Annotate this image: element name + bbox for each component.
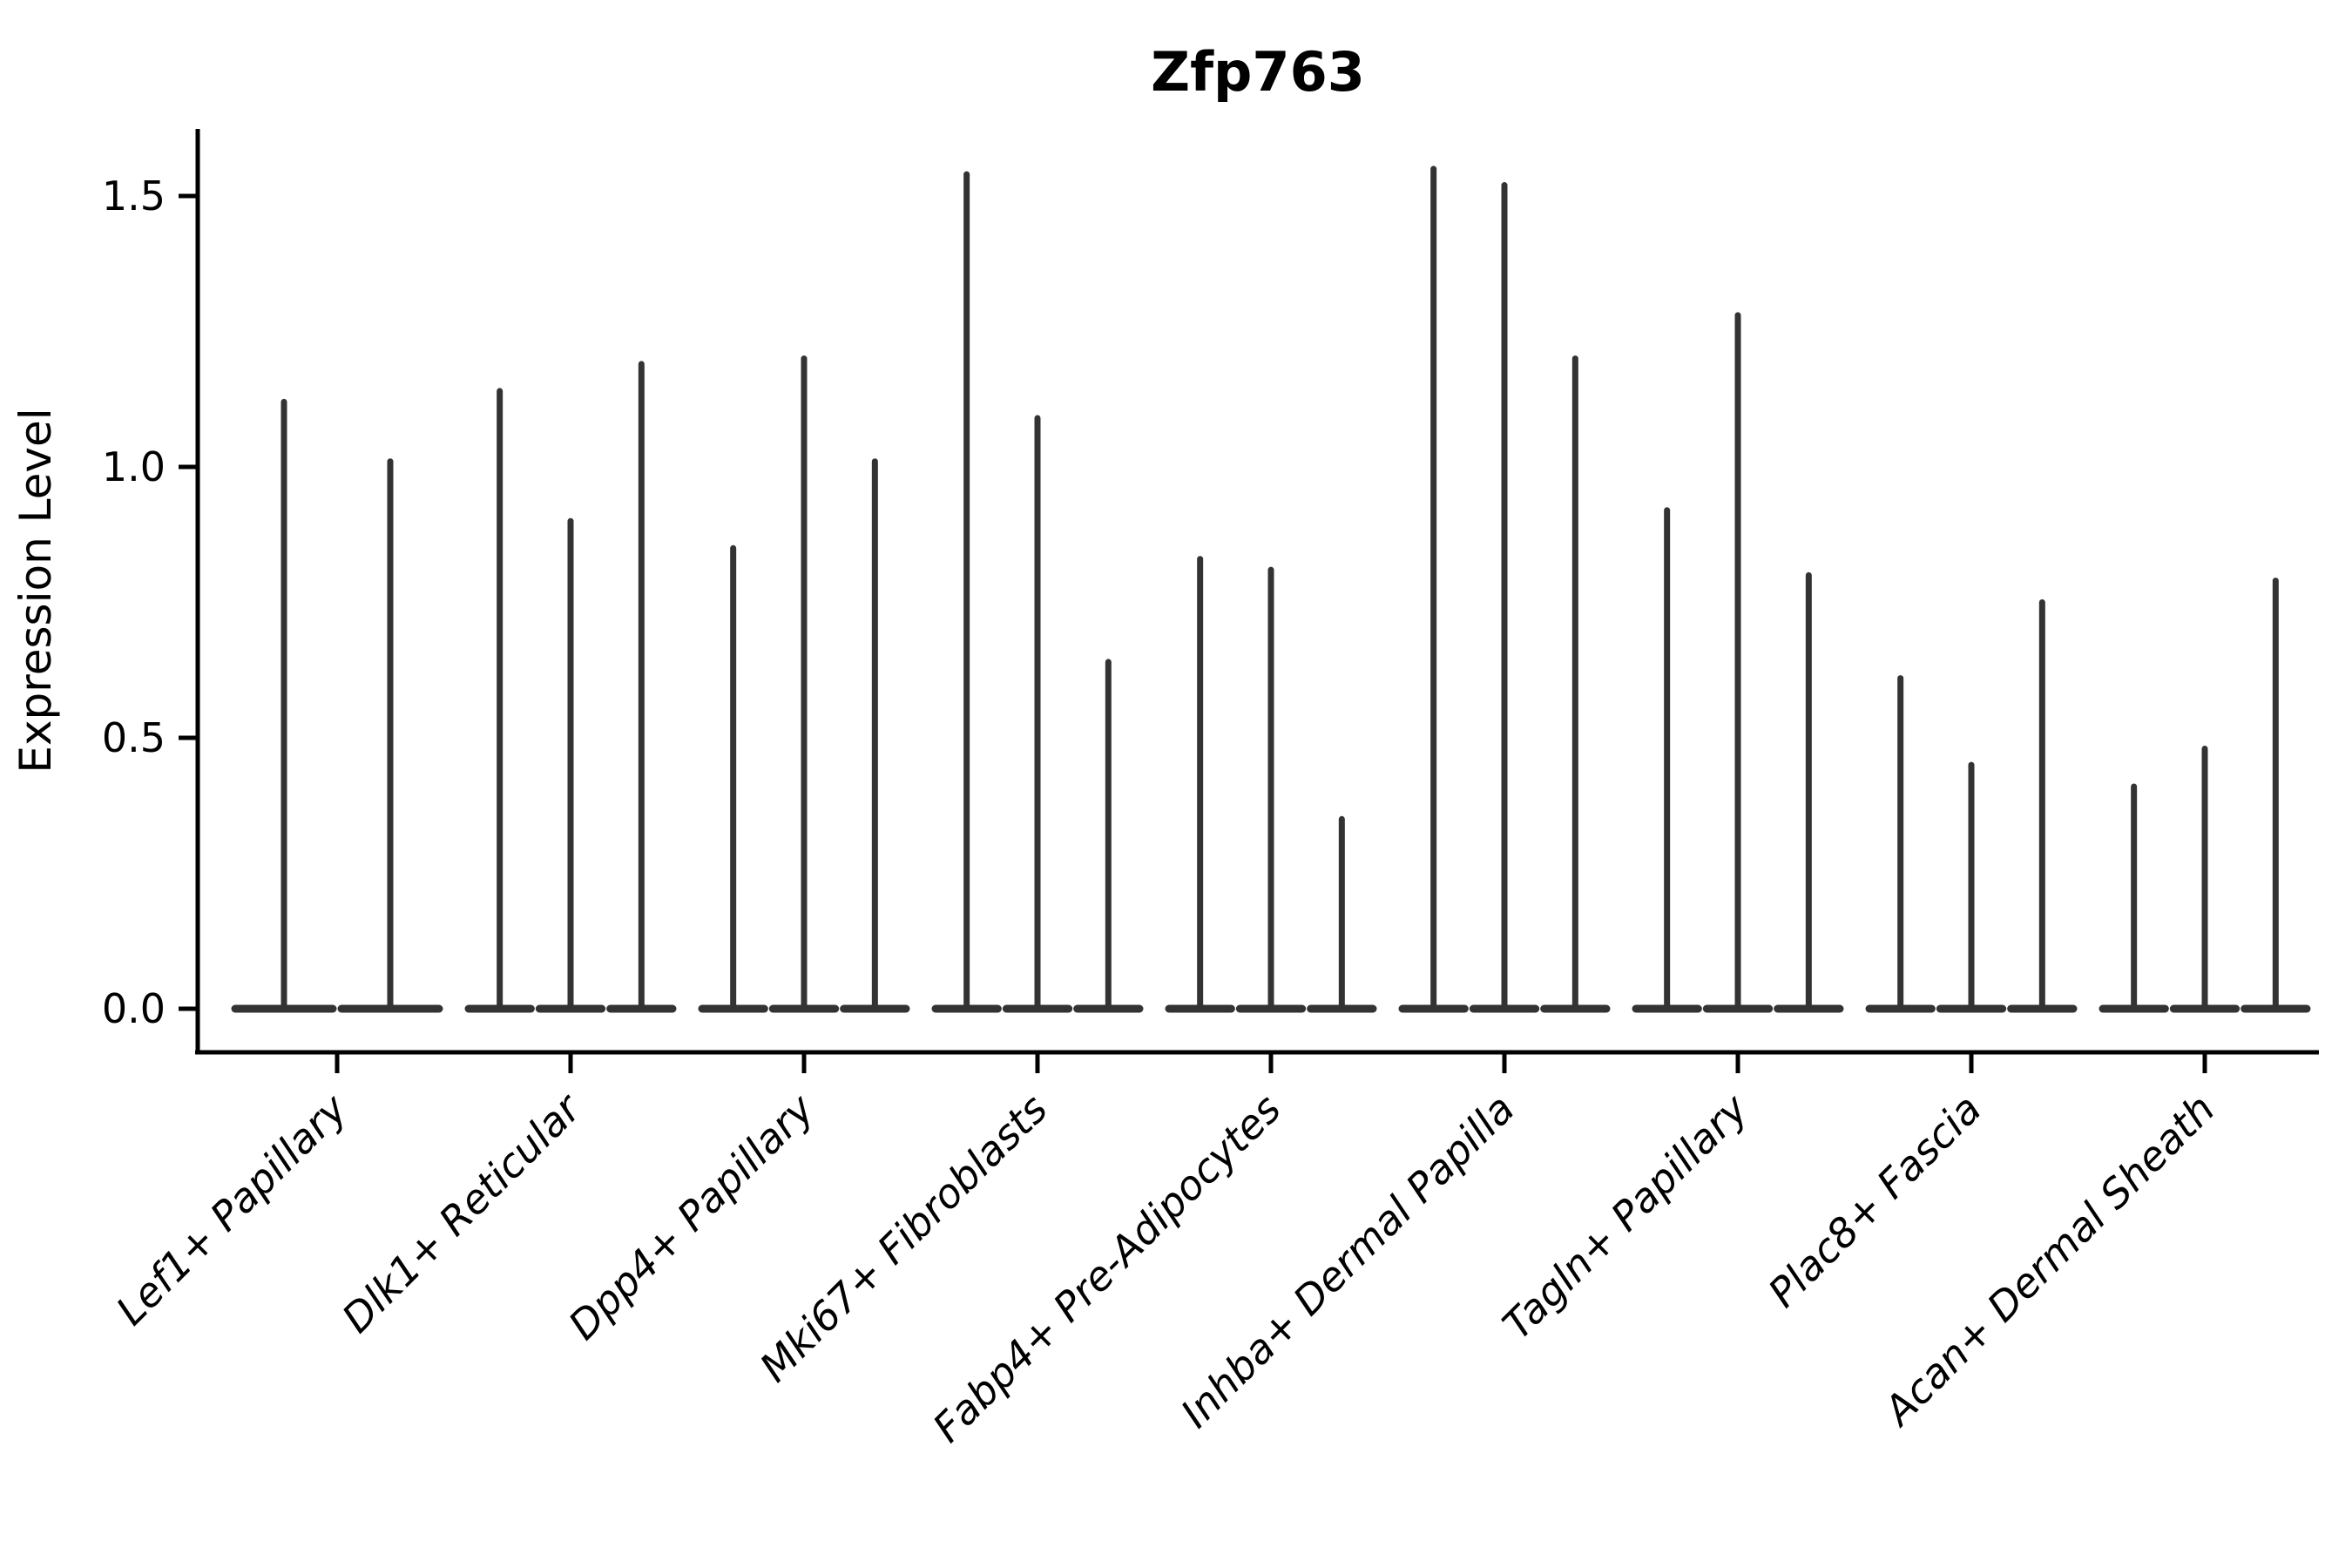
y-tick-label: 0.0 — [102, 985, 166, 1032]
y-tick-label: 1.0 — [102, 443, 166, 490]
y-axis-label: Expression Level — [10, 408, 61, 773]
chart-title: Zfp763 — [1151, 40, 1365, 104]
y-tick-label: 1.5 — [102, 172, 166, 220]
y-tick-label: 0.5 — [102, 714, 166, 761]
